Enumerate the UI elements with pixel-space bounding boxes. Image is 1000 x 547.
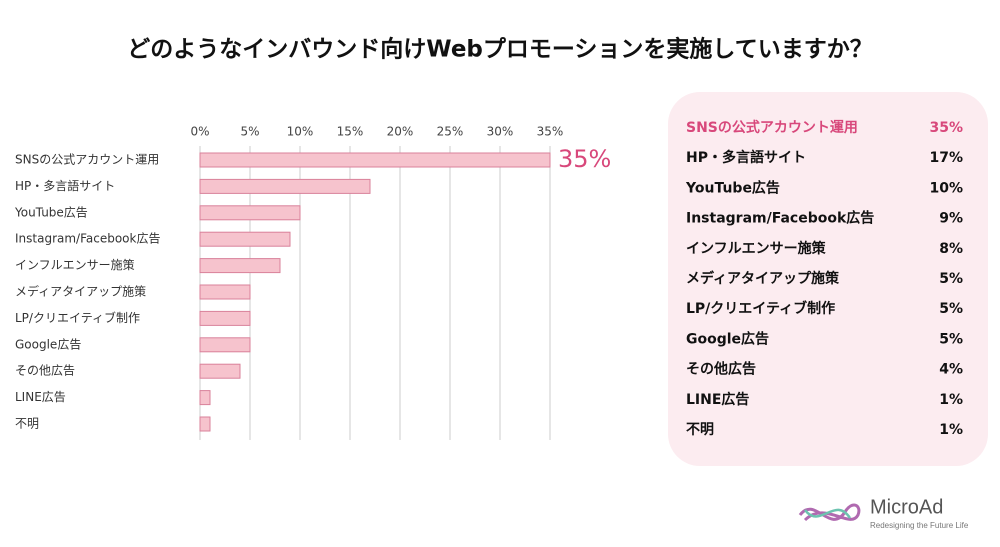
x-tick-label: 5% [240,125,259,139]
table-value: 10% [929,180,963,196]
table-label: メディアタイアップ施策 [686,270,840,287]
table-value: 8% [939,241,963,257]
x-tick-label: 35% [537,125,564,139]
table-label: LP/クリエイティブ制作 [686,300,835,317]
bar [199,310,251,326]
bar [199,178,371,194]
bar [199,416,211,432]
table-value: 4% [939,362,963,378]
bar [199,258,281,274]
logo-name: MicroAd [870,496,943,518]
x-tick-label: 15% [337,125,364,139]
bar [199,284,251,300]
table-value: 9% [939,211,963,227]
logo-tagline: Redesigning the Future Life [870,521,969,530]
table-label: SNSの公式アカウント運用 [686,119,858,136]
x-tick-label: 30% [487,125,514,139]
summary-panel [668,92,988,466]
x-tick-label: 10% [287,125,314,139]
y-tick-label: その他広告 [15,364,75,378]
table-value: 5% [939,331,963,347]
y-tick-label: LINE広告 [15,390,66,404]
y-tick-label: YouTube広告 [14,205,88,219]
table-label: Google広告 [686,330,769,347]
bar [199,231,291,247]
bar [199,205,301,221]
x-tick-label: 20% [387,125,414,139]
table-label: Instagram/Facebook広告 [686,210,874,227]
x-tick-label: 25% [437,125,464,139]
table-value: 5% [939,271,963,287]
table-value: 1% [939,422,963,438]
y-tick-label: インフルエンサー施策 [15,258,135,272]
bar [199,152,551,168]
bar [199,390,211,406]
y-tick-label: 不明 [15,417,39,431]
table-label: YouTube広告 [685,179,780,196]
table-label: インフルエンサー施策 [686,240,827,257]
bar [199,363,241,379]
y-tick-label: HP・多言語サイト [15,178,115,193]
x-tick-label: 0% [190,125,209,139]
table-label: 不明 [686,422,714,438]
table-value: 17% [929,150,963,166]
y-tick-label: LP/クリエイティブ制作 [15,310,140,325]
y-tick-label: Instagram/Facebook広告 [15,232,160,246]
y-tick-label: メディアタイアップ施策 [15,284,146,299]
table-label: LINE広告 [686,391,749,408]
chart-title: どのようなインバウンド向けWebプロモーションを実施していますか？ [127,36,872,63]
table-label: その他広告 [686,361,756,378]
logo-mark [804,508,852,519]
table-label: HP・多言語サイト [686,149,806,166]
table-value: 35% [929,120,963,136]
logo: MicroAd Redesigning the Future Life [798,496,969,530]
y-tick-label: SNSの公式アカウント運用 [15,153,159,167]
logo-mark [798,503,861,522]
y-tick-label: Google広告 [15,337,81,351]
table-value: 1% [939,392,963,408]
table-value: 5% [939,301,963,317]
bar-annotation: 35% [558,145,611,173]
bar [199,337,251,353]
